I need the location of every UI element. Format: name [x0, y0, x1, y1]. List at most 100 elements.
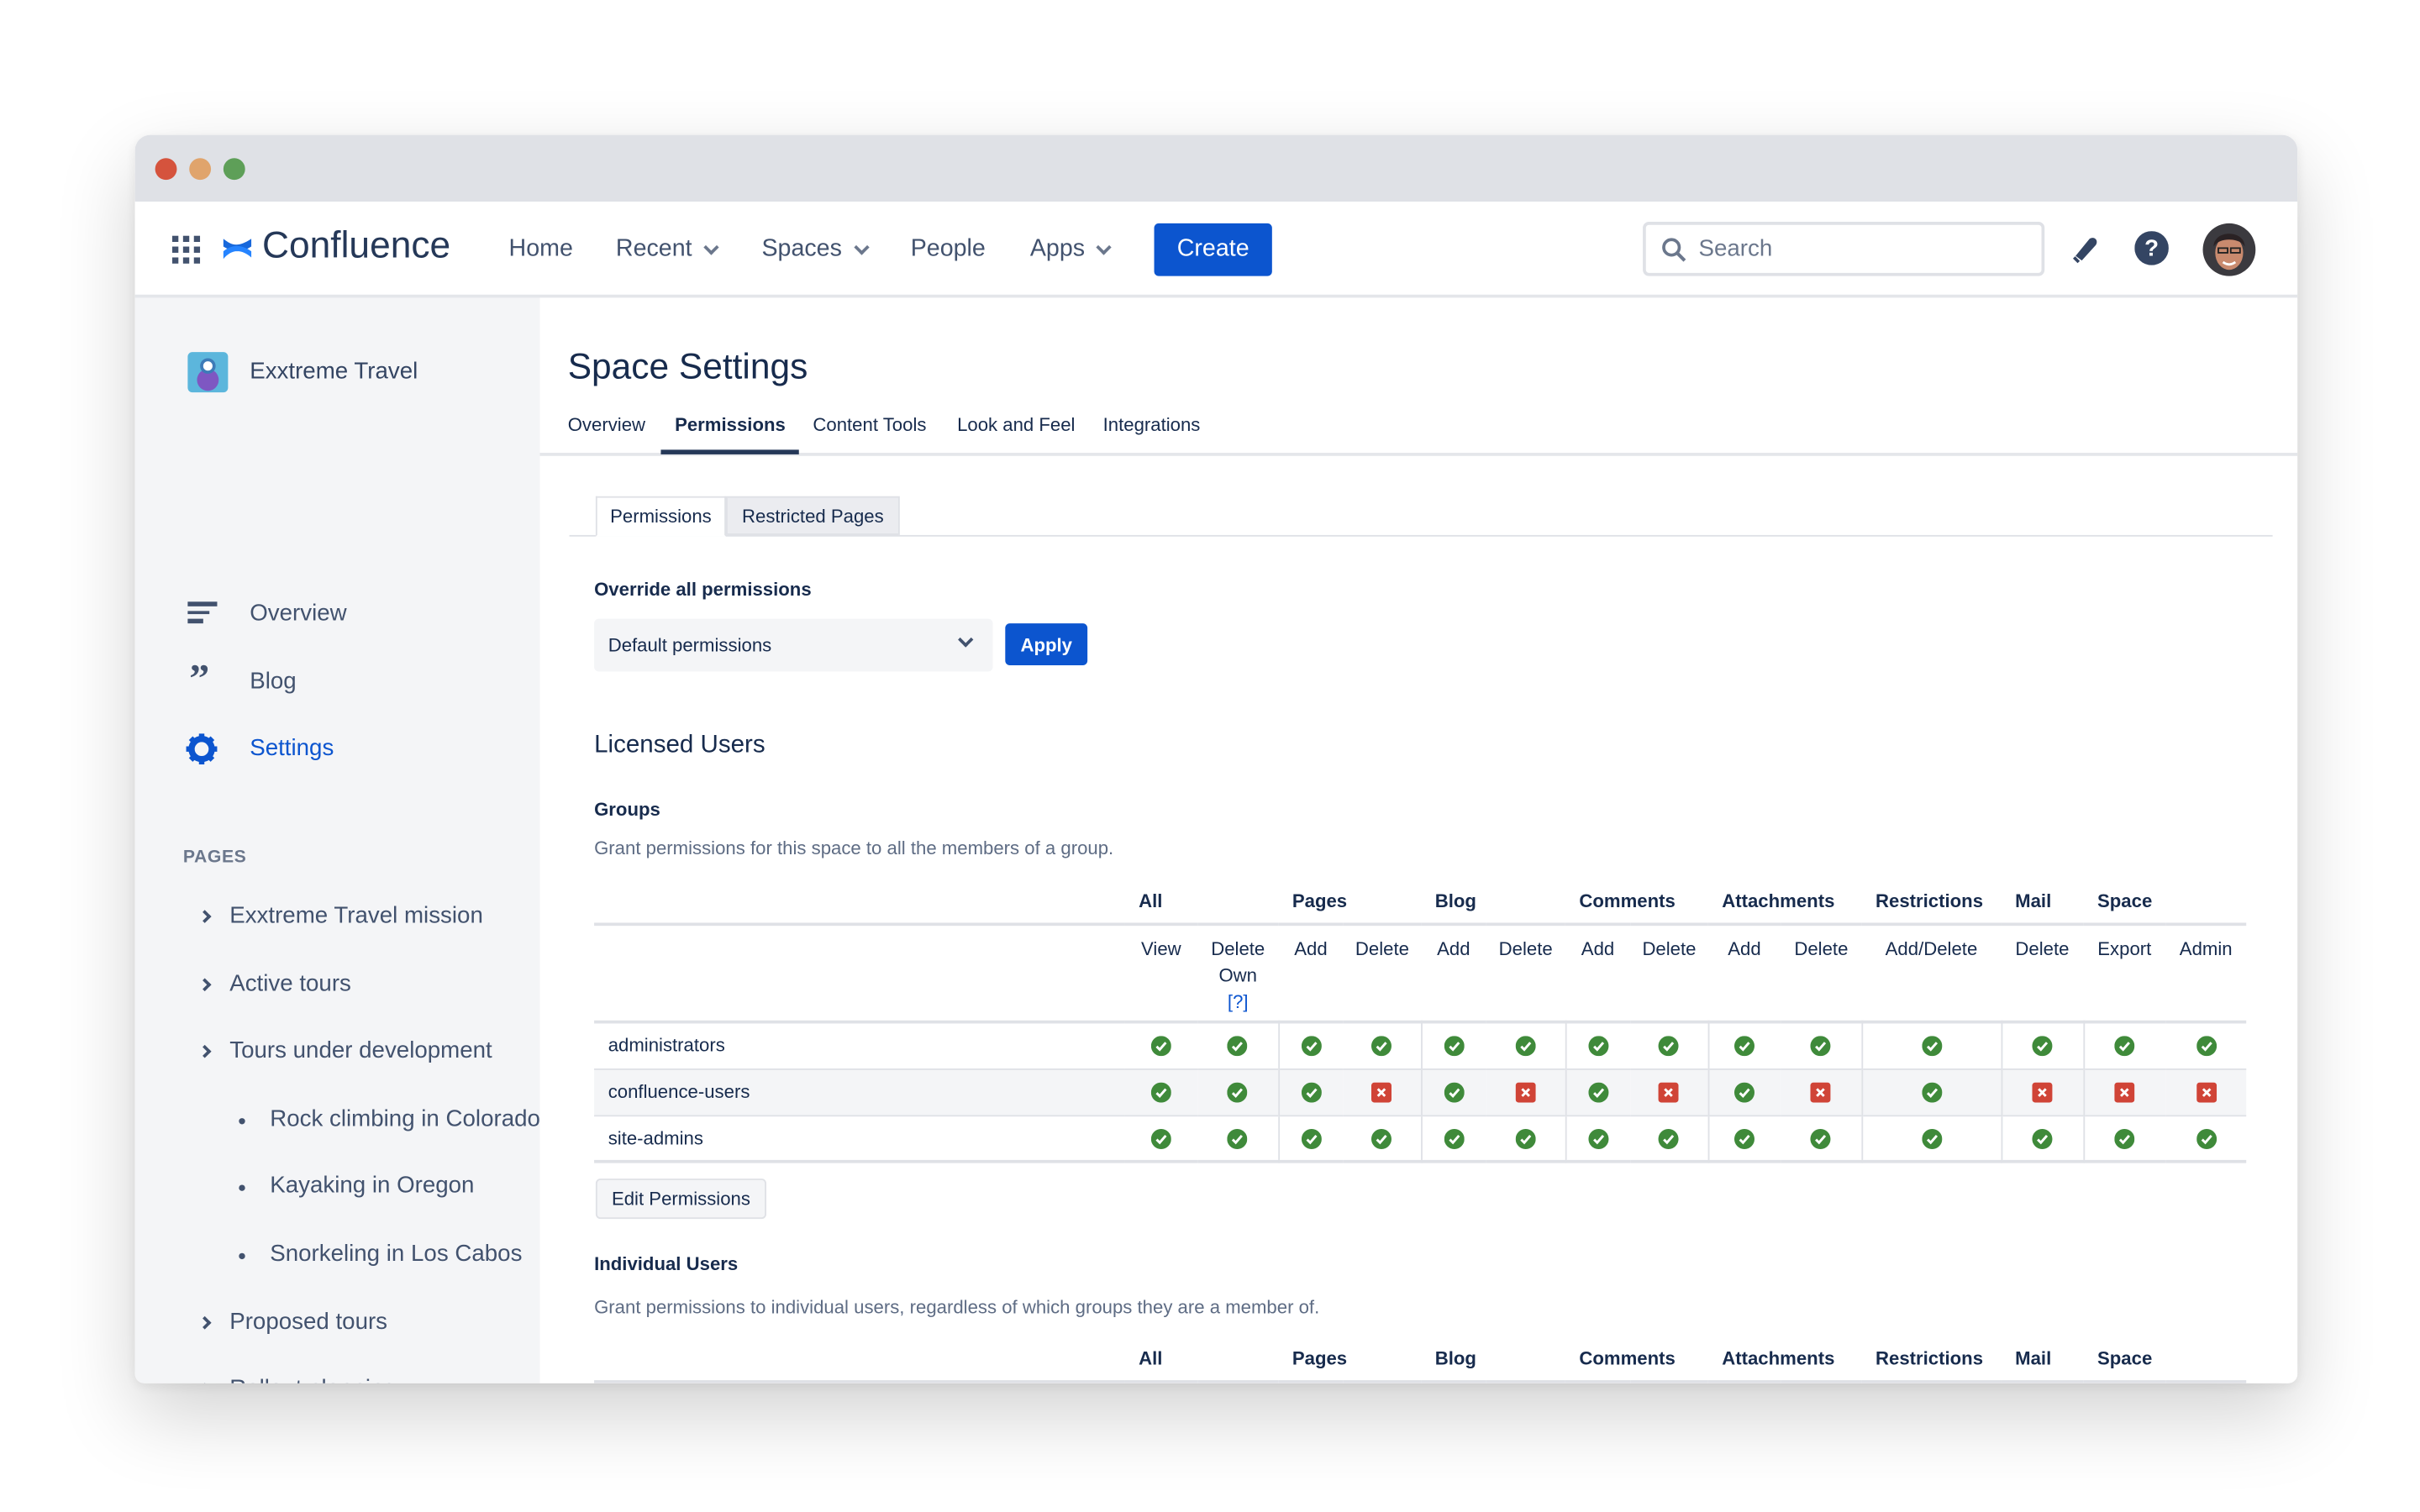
tab-permissions[interactable]: Permissions — [675, 413, 786, 436]
check-circle-icon — [1734, 1128, 1755, 1149]
cross-square-icon — [2196, 1082, 2217, 1103]
column-label: Delete — [1794, 937, 1849, 960]
edit-permissions-button[interactable]: Edit Permissions — [595, 1179, 766, 1220]
space-avatar-icon[interactable] — [187, 352, 229, 393]
column-group-blog: Blog — [1434, 889, 1476, 911]
page-item[interactable]: Active tours — [229, 969, 351, 997]
column-group-space: Space — [2096, 1347, 2153, 1369]
brand-name[interactable]: Confluence — [261, 224, 451, 267]
check-circle-icon — [1658, 1128, 1679, 1149]
nav-spaces[interactable]: Spaces — [761, 235, 870, 264]
column-label: Delete Own — [1211, 937, 1265, 987]
page-item[interactable]: Proposed tours — [229, 1308, 388, 1335]
column-label: Delete — [1498, 937, 1553, 960]
permission-cell — [2001, 1115, 2085, 1162]
search-input[interactable]: Search — [1643, 221, 2045, 276]
check-circle-icon — [1444, 1128, 1465, 1149]
page-item[interactable]: Rollout planning — [229, 1376, 397, 1383]
nav-label: Spaces — [761, 235, 842, 262]
page-item[interactable]: Rock climbing in Colorado — [270, 1105, 540, 1132]
tab-integrations[interactable]: Integrations — [1102, 413, 1201, 436]
tab-look-and-feel[interactable]: Look and Feel — [957, 413, 1076, 436]
column-group-mail: Mail — [2015, 1347, 2052, 1369]
permission-cell — [1124, 1068, 1197, 1115]
title-bar — [134, 134, 2298, 202]
permission-cell — [1708, 1115, 1781, 1161]
licensed-users-heading: Licensed Users — [594, 732, 765, 759]
tab-content-tools[interactable]: Content Tools — [813, 413, 927, 436]
permission-cell — [1278, 1022, 1344, 1068]
maximize-window-button[interactable] — [223, 158, 245, 181]
help-link[interactable]: [?] — [1227, 990, 1249, 1013]
close-window-button[interactable] — [155, 158, 177, 181]
nav-apps[interactable]: Apps — [1030, 236, 1113, 264]
page-item[interactable]: Tours under development — [229, 1037, 492, 1064]
app-switcher-icon[interactable] — [171, 235, 201, 264]
override-label: Override all permissions — [594, 578, 812, 601]
chevron-right-icon[interactable] — [197, 1315, 212, 1329]
check-circle-icon — [1810, 1128, 1831, 1149]
column-group-header-row: All Pages Blog Comments Attachments Restricti… — [594, 878, 2247, 925]
permission-cell — [1278, 1068, 1344, 1115]
check-circle-icon — [1150, 1036, 1171, 1057]
chevron-right-icon[interactable] — [197, 1045, 212, 1058]
individual-users-description: Grant permissions to individual users, r… — [594, 1296, 1320, 1319]
confluence-logo-icon[interactable] — [222, 233, 253, 265]
permission-cell — [1708, 1068, 1781, 1115]
nav-recent[interactable]: Recent — [615, 235, 719, 264]
subtab-restricted-pages[interactable]: Restricted Pages — [725, 496, 900, 535]
sidebar-item-blog[interactable]: Blog — [250, 668, 297, 696]
help-icon[interactable]: ? — [2134, 231, 2169, 265]
check-circle-icon — [1587, 1036, 1608, 1057]
subtab-permissions[interactable]: Permissions — [595, 496, 726, 537]
permission-cell — [1343, 1068, 1422, 1116]
nav-home[interactable]: Home — [509, 236, 573, 264]
user-avatar[interactable] — [2202, 222, 2257, 277]
groups-description: Grant permissions for this space to all … — [594, 837, 1114, 859]
cross-square-icon — [1371, 1082, 1392, 1103]
table-row: site-admins — [594, 1115, 2247, 1162]
overview-lines-icon — [187, 601, 218, 623]
nav-people[interactable]: People — [911, 236, 986, 264]
chevron-down-icon — [703, 239, 719, 255]
column-group-comments: Comments — [1579, 889, 1676, 911]
subtabs-divider — [569, 534, 2273, 537]
space-sidebar: Exxtreme Travel Overview ” Blog Settings… — [134, 297, 540, 1383]
check-circle-icon — [2032, 1128, 2053, 1149]
create-button[interactable]: Create — [1154, 223, 1272, 276]
column-label: Delete — [1642, 937, 1697, 960]
check-circle-icon — [1227, 1036, 1248, 1057]
page-item[interactable]: Exxtreme Travel mission — [229, 902, 483, 929]
check-circle-icon — [1921, 1128, 1942, 1149]
column-group-header-row: All Pages Blog Comments Attachments Restricti… — [594, 1336, 2247, 1382]
chevron-right-icon[interactable] — [197, 910, 212, 923]
group-name: site-admins — [608, 1126, 703, 1149]
permission-cell — [2165, 1068, 2246, 1115]
apply-button[interactable]: Apply — [1005, 623, 1088, 665]
column-header-delete: Delete — [1486, 924, 1565, 1021]
permission-cell — [1421, 1068, 1486, 1115]
tab-overview[interactable]: Overview — [567, 413, 646, 436]
nav-label: Recent — [615, 235, 692, 262]
check-circle-icon — [1444, 1036, 1465, 1057]
bullet-icon — [239, 1252, 245, 1260]
page-item[interactable]: Kayaking in Oregon — [270, 1173, 475, 1200]
permission-cell — [1781, 1115, 1863, 1162]
page-item[interactable]: Snorkeling in Los Cabos — [270, 1240, 523, 1268]
minimize-window-button[interactable] — [189, 158, 212, 181]
space-name[interactable]: Exxtreme Travel — [250, 358, 418, 385]
column-header-row: View Delete Own [?] Add Delete Add Delete Add De… — [594, 924, 2247, 1022]
chevron-right-icon[interactable] — [197, 977, 212, 991]
permission-cell — [2083, 1115, 2165, 1161]
check-circle-icon — [2114, 1128, 2135, 1149]
check-circle-icon — [1734, 1036, 1755, 1057]
check-circle-icon — [1301, 1082, 1322, 1103]
check-circle-icon — [1150, 1082, 1171, 1103]
override-permissions-select[interactable]: Default permissions — [594, 618, 993, 672]
sidebar-item-settings[interactable]: Settings — [250, 735, 334, 762]
permission-cell — [1124, 1115, 1197, 1161]
notification-bell-icon[interactable] — [2070, 234, 2101, 265]
check-circle-icon — [1227, 1082, 1248, 1103]
check-circle-icon — [2196, 1036, 2217, 1057]
sidebar-item-overview[interactable]: Overview — [250, 600, 347, 627]
